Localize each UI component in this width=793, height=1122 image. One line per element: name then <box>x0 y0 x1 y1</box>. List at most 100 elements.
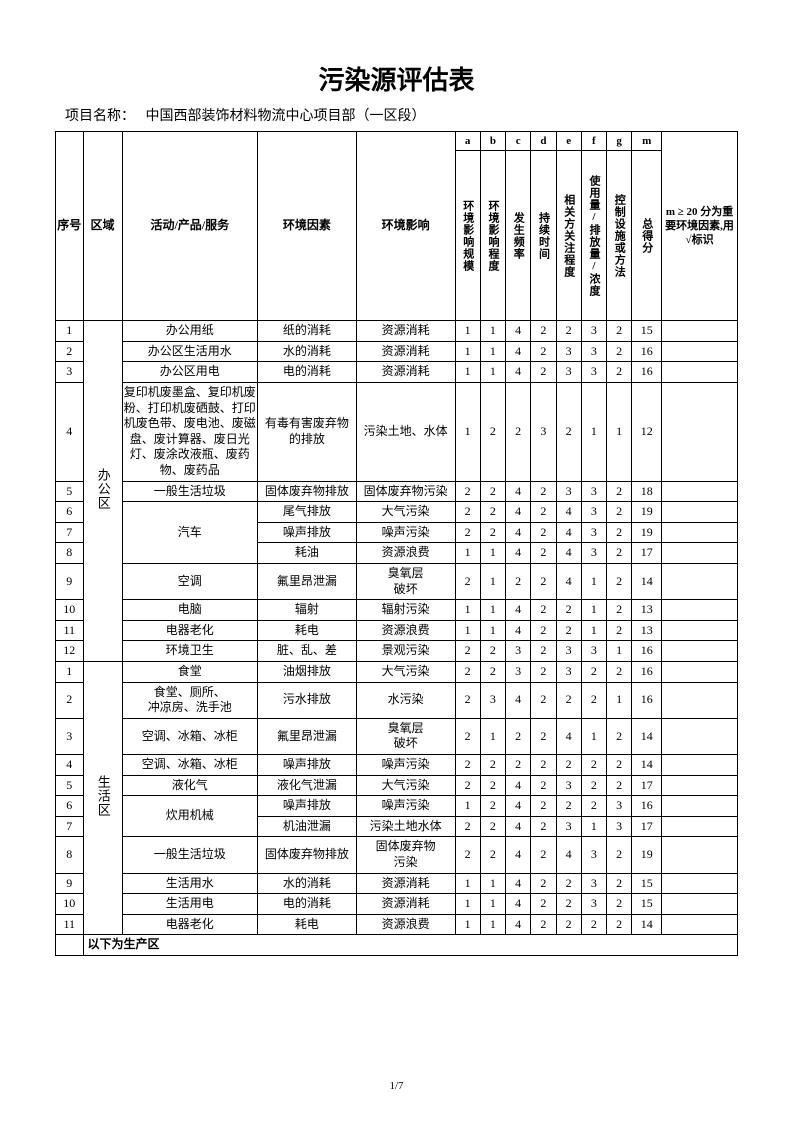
score-cell: 2 <box>607 894 632 915</box>
score-cell: 2 <box>607 600 632 621</box>
score-cell: 3 <box>581 641 606 662</box>
score-cell: 2 <box>581 754 606 775</box>
table-row: 1生活区食堂油烟排放大气污染223232216 <box>56 661 738 682</box>
score-cell: 1 <box>607 641 632 662</box>
activity-cell: 生活用电 <box>122 894 257 915</box>
score-cell: 4 <box>506 481 531 502</box>
hdr-letter: b <box>480 132 505 151</box>
score-cell: 1 <box>581 718 606 754</box>
impact-cell: 噪声污染 <box>356 754 455 775</box>
note-cell <box>662 543 738 564</box>
score-cell: 3 <box>581 341 606 362</box>
score-cell: 2 <box>480 775 505 796</box>
factor-cell: 耗电 <box>258 620 357 641</box>
score-cell: 4 <box>506 321 531 342</box>
score-cell: 2 <box>556 894 581 915</box>
activity-cell: 液化气 <box>122 775 257 796</box>
score-cell: 2 <box>556 383 581 482</box>
table-head: 序号 区域 活动/产品/服务 环境因素 环境影响 a b c d e f g m… <box>56 132 738 321</box>
score-cell: 2 <box>455 775 480 796</box>
hdr-letter: m <box>632 132 662 151</box>
activity-cell: 一般生活垃圾 <box>122 481 257 502</box>
score-cell: 13 <box>632 620 662 641</box>
score-cell: 4 <box>506 816 531 837</box>
score-cell: 16 <box>632 362 662 383</box>
score-cell: 4 <box>506 796 531 817</box>
score-cell: 2 <box>581 661 606 682</box>
score-cell: 2 <box>581 682 606 718</box>
score-cell: 2 <box>581 914 606 935</box>
impact-cell: 资源消耗 <box>356 873 455 894</box>
note-cell <box>662 894 738 915</box>
score-cell: 4 <box>506 341 531 362</box>
factor-cell: 脏、乱、差 <box>258 641 357 662</box>
score-cell: 2 <box>531 816 556 837</box>
score-cell: 18 <box>632 481 662 502</box>
seq-cell: 9 <box>56 873 84 894</box>
score-cell: 1 <box>581 383 606 482</box>
score-cell: 1 <box>607 383 632 482</box>
score-cell: 2 <box>455 481 480 502</box>
score-cell: 17 <box>632 543 662 564</box>
seq-cell: 12 <box>56 641 84 662</box>
score-cell: 1 <box>581 620 606 641</box>
score-cell: 2 <box>607 873 632 894</box>
note-cell <box>662 502 738 523</box>
score-cell: 1 <box>480 600 505 621</box>
activity-cell: 环境卫生 <box>122 641 257 662</box>
impact-cell: 辐射污染 <box>356 600 455 621</box>
note-cell <box>662 914 738 935</box>
factor-cell: 污水排放 <box>258 682 357 718</box>
note-cell <box>662 641 738 662</box>
score-cell: 1 <box>455 341 480 362</box>
hdr-letter: c <box>506 132 531 151</box>
seq-cell: 6 <box>56 796 84 817</box>
score-cell: 4 <box>506 914 531 935</box>
activity-cell: 空调、冰箱、冰柜 <box>122 718 257 754</box>
table-row: 5一般生活垃圾固体废弃物排放固体废弃物污染224233218 <box>56 481 738 502</box>
score-cell: 3 <box>556 341 581 362</box>
score-cell: 16 <box>632 641 662 662</box>
hdr-col: 相关方关注程度 <box>556 151 581 321</box>
score-cell: 15 <box>632 894 662 915</box>
score-cell: 1 <box>480 362 505 383</box>
score-cell: 2 <box>556 796 581 817</box>
score-cell: 16 <box>632 796 662 817</box>
score-cell: 4 <box>506 543 531 564</box>
score-cell: 4 <box>556 718 581 754</box>
score-cell: 2 <box>531 894 556 915</box>
seq-cell: 7 <box>56 522 84 543</box>
score-cell: 13 <box>632 600 662 621</box>
score-cell: 2 <box>455 641 480 662</box>
hdr-col: 使用量/排放量/浓度 <box>581 151 606 321</box>
score-cell: 2 <box>506 718 531 754</box>
score-cell: 2 <box>455 502 480 523</box>
note-cell <box>662 383 738 482</box>
score-cell: 2 <box>531 321 556 342</box>
score-cell: 2 <box>581 775 606 796</box>
table-row: 1办公区办公用纸纸的消耗资源消耗114223215 <box>56 321 738 342</box>
score-cell: 2 <box>506 754 531 775</box>
note-cell <box>662 564 738 600</box>
table-row: 9生活用水水的消耗资源消耗114223215 <box>56 873 738 894</box>
activity-cell: 电器老化 <box>122 914 257 935</box>
header-letters-row: 序号 区域 活动/产品/服务 环境因素 环境影响 a b c d e f g m… <box>56 132 738 151</box>
score-cell: 2 <box>607 718 632 754</box>
note-cell <box>662 522 738 543</box>
score-cell: 2 <box>531 362 556 383</box>
seq-cell: 3 <box>56 718 84 754</box>
impact-cell: 水污染 <box>356 682 455 718</box>
score-cell: 2 <box>531 873 556 894</box>
score-cell: 2 <box>556 682 581 718</box>
table-row: 10生活用电电的消耗资源消耗114223215 <box>56 894 738 915</box>
score-cell: 1 <box>480 341 505 362</box>
impact-cell: 景观污染 <box>356 641 455 662</box>
score-cell: 1 <box>455 543 480 564</box>
score-cell: 2 <box>506 564 531 600</box>
table-row: 2办公区生活用水水的消耗资源消耗114233216 <box>56 341 738 362</box>
table-row: 12环境卫生脏、乱、差景观污染223233116 <box>56 641 738 662</box>
score-cell: 4 <box>556 522 581 543</box>
hdr-col: 控制设施或方法 <box>607 151 632 321</box>
table-row: 6汽车尾气排放大气污染224243219 <box>56 502 738 523</box>
score-cell: 2 <box>531 543 556 564</box>
